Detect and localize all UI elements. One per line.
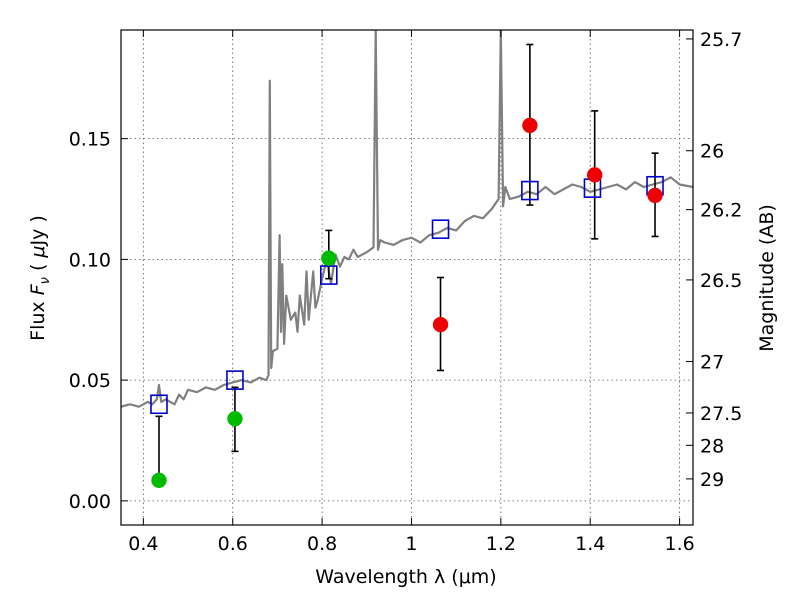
- y-axis-label-part: F: [27, 283, 49, 295]
- y-axis-label-part: ν: [38, 277, 53, 284]
- green-data-point: [321, 250, 337, 266]
- axis-ticks: 0.4 0.6 0.8 1 1.2 1.4 1.6 0.00 0.05 0.10 0.15 25.7 2…: [69, 29, 743, 555]
- y-axis-label-part: μ: [27, 245, 49, 258]
- spectrum-line: [121, 30, 693, 408]
- green-data-point: [151, 472, 167, 489]
- x-tick-label: 1.2: [486, 533, 516, 555]
- right-tick-label: 26.2: [700, 200, 742, 222]
- model-square-marker: [226, 370, 244, 390]
- y-tick-label: 0.05: [69, 370, 111, 392]
- y-tick-label: 0.00: [69, 491, 111, 513]
- right-tick-label: 25.7: [700, 29, 742, 51]
- y-tick-label: 0.10: [69, 249, 111, 271]
- right-tick-label: 27.5: [700, 403, 742, 425]
- y-axis-label-part: (: [27, 258, 49, 278]
- y-axis-label-part: Flux: [27, 295, 49, 341]
- x-tick-label: 1: [405, 533, 417, 555]
- model-square-marker: [431, 219, 450, 240]
- x-tick-label: 0.6: [218, 533, 248, 555]
- model-square-marker: [319, 265, 338, 285]
- plot-frame: [120, 29, 694, 526]
- x-tick-label: 1.6: [664, 533, 694, 555]
- y-axis-label-part: Jy ): [27, 215, 49, 246]
- right-tick-label: 28: [700, 435, 724, 457]
- red-data-point: [586, 167, 603, 183]
- x-tick-label: 0.4: [128, 533, 158, 555]
- right-tick-label: 26.5: [700, 270, 742, 292]
- right-tick-label: 27: [700, 352, 724, 374]
- x-tick-label: 1.4: [575, 533, 605, 555]
- right-tick-label: 26: [700, 141, 724, 163]
- red-data-point: [647, 187, 663, 204]
- grid-lines: [121, 30, 693, 525]
- y-tick-label: 0.15: [69, 129, 111, 151]
- y-axis-label: Flux Fν ( μJy ): [27, 215, 53, 341]
- x-axis-label: Wavelength λ (μm): [315, 566, 496, 588]
- red-data-point: [432, 316, 449, 333]
- right-tick-label: 29: [700, 469, 724, 491]
- x-tick-label: 0.8: [307, 533, 337, 555]
- plot-area: [121, 30, 693, 489]
- red-data-point: [522, 117, 538, 134]
- green-data-point: [227, 411, 243, 427]
- model-square-marker: [521, 180, 539, 201]
- right-axis-label: Magnitude (AB): [756, 204, 778, 352]
- model-square-marker: [150, 394, 168, 415]
